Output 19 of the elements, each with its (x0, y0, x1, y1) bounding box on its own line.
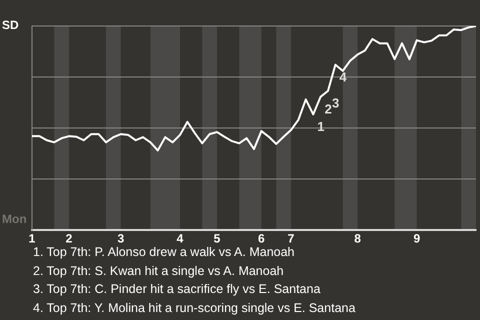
text: 3. Top 7th: C. Pinder hit a sacrifice fly vs E. Santana (33, 281, 322, 298)
x-tick-label: 9 (413, 232, 420, 246)
annotation: 4 (339, 69, 348, 84)
annotation: 3 (332, 95, 340, 110)
text: 4. Top 7th: Y. Molina hit a run-scoring single vs E. Santana (33, 300, 356, 318)
text: SD (2, 18, 19, 32)
annotation: 2 (324, 101, 332, 116)
x-tick-label: 7 (288, 232, 295, 246)
x-tick-label: 6 (258, 232, 266, 246)
x-tick-label: 1 (28, 232, 36, 246)
x-tick-label: 5 (214, 232, 221, 246)
x-tick-label: 8 (354, 232, 362, 246)
x-tick-label: 2 (66, 232, 73, 246)
x-tick-label: 3 (117, 232, 124, 246)
text: 1. Top 7th: P. Alonso drew a walk vs A. Manoah (33, 244, 296, 261)
text: Mon (2, 212, 27, 226)
annotation: 1 (317, 118, 324, 134)
text: 2. Top 7th: S. Kwan hit a single vs A. Manoah (33, 262, 285, 280)
x-tick-label: 4 (176, 232, 184, 246)
